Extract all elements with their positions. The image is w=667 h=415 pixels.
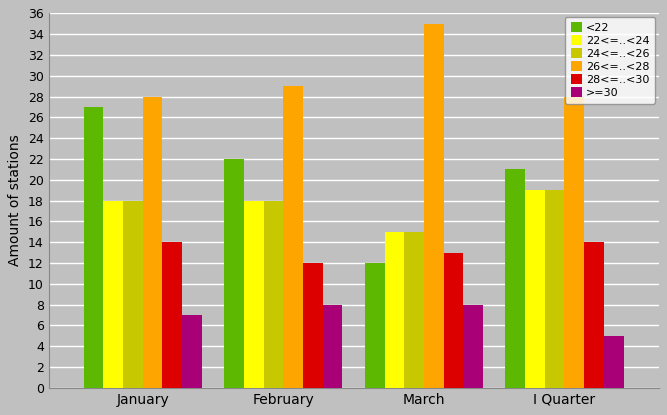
Bar — [283, 86, 303, 388]
Bar — [143, 97, 163, 388]
Bar — [224, 159, 244, 388]
Bar — [584, 242, 604, 388]
Bar — [84, 107, 103, 388]
Bar — [464, 305, 483, 388]
Bar — [545, 190, 564, 388]
Bar — [404, 232, 424, 388]
Bar — [424, 24, 444, 388]
Y-axis label: Amount of stations: Amount of stations — [8, 135, 22, 266]
Bar — [444, 253, 464, 388]
Bar — [564, 97, 584, 388]
Legend: <22, 22<=..<24, 24<=..<26, 26<=..<28, 28<=..<30, >=30: <22, 22<=..<24, 24<=..<26, 26<=..<28, 28… — [565, 17, 656, 104]
Bar — [303, 263, 323, 388]
Bar — [263, 200, 283, 388]
Bar — [323, 305, 342, 388]
Bar — [365, 263, 385, 388]
Bar — [123, 200, 143, 388]
Bar — [103, 200, 123, 388]
Bar — [385, 232, 404, 388]
Bar — [182, 315, 202, 388]
Bar — [604, 336, 624, 388]
Bar — [506, 169, 525, 388]
Bar — [163, 242, 182, 388]
Bar — [525, 190, 545, 388]
Bar — [244, 200, 263, 388]
